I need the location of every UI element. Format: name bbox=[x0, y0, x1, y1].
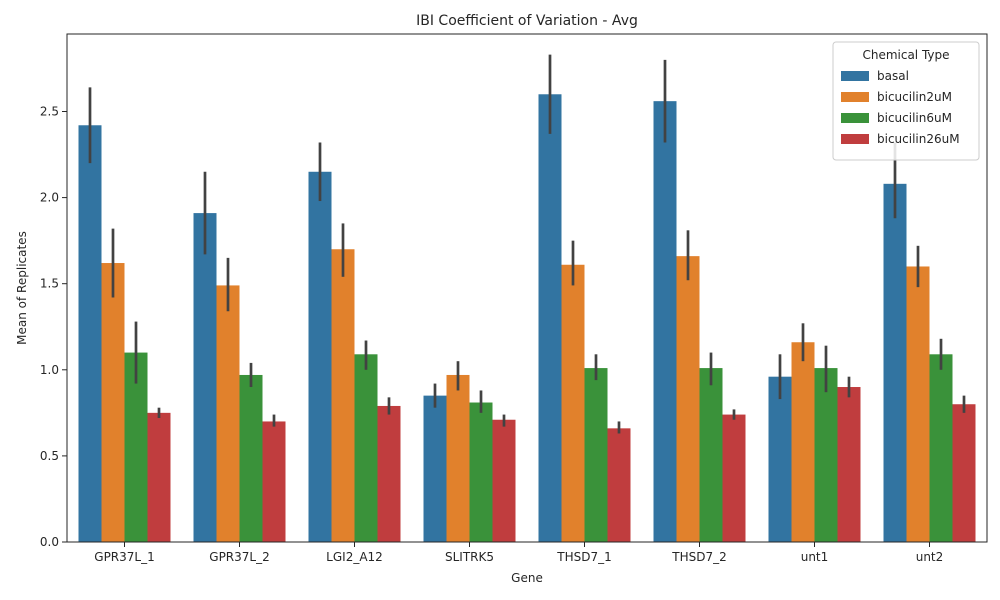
x-tick-label: GPR37L_2 bbox=[209, 550, 269, 564]
legend-title: Chemical Type bbox=[862, 48, 949, 62]
bar-basal-GPR37L_2 bbox=[193, 213, 217, 542]
legend-label-basal: basal bbox=[877, 69, 909, 83]
y-tick-label: 0.5 bbox=[40, 449, 59, 463]
bar-bicucilin6uM-LGI2_A12 bbox=[354, 354, 378, 542]
x-axis-label: Gene bbox=[511, 571, 543, 585]
bar-bicucilin26uM-unt1 bbox=[837, 387, 861, 542]
bar-bicucilin2uM-unt2 bbox=[906, 266, 930, 542]
bar-bicucilin2uM-GPR37L_2 bbox=[216, 285, 240, 542]
bar-bicucilin26uM-GPR37L_2 bbox=[262, 421, 286, 542]
legend-label-bicucilin26uM: bicucilin26uM bbox=[877, 132, 960, 146]
bar-bicucilin6uM-THSD7_1 bbox=[584, 368, 608, 542]
bar-basal-GPR37L_1 bbox=[78, 125, 102, 543]
bar-bicucilin2uM-THSD7_2 bbox=[676, 256, 700, 542]
bar-bicucilin2uM-GPR37L_1 bbox=[101, 263, 125, 542]
bar-bicucilin2uM-LGI2_A12 bbox=[331, 249, 355, 542]
bar-bicucilin6uM-GPR37L_2 bbox=[239, 374, 263, 542]
bar-bicucilin6uM-unt2 bbox=[929, 354, 953, 542]
bar-bicucilin26uM-THSD7_2 bbox=[722, 414, 746, 542]
axes-frame bbox=[66, 33, 988, 543]
bar-bicucilin26uM-THSD7_1 bbox=[607, 428, 631, 542]
legend-swatch-bicucilin6uM bbox=[841, 113, 869, 123]
bar-bicucilin6uM-unt1 bbox=[814, 368, 838, 542]
x-tick-label: THSD7_1 bbox=[556, 550, 611, 564]
legend-swatch-basal bbox=[841, 71, 869, 81]
y-axis-label: Mean of Replicates bbox=[15, 231, 29, 345]
y-tick-label: 2.5 bbox=[40, 104, 59, 118]
x-tick-label: SLITRK5 bbox=[445, 550, 494, 564]
x-tick-label: LGI2_A12 bbox=[326, 550, 383, 564]
legend-swatch-bicucilin2uM bbox=[841, 92, 869, 102]
bar-bicucilin26uM-SLITRK5 bbox=[492, 419, 516, 542]
bar-bicucilin26uM-GPR37L_1 bbox=[147, 412, 171, 542]
bar-bicucilin6uM-THSD7_2 bbox=[699, 368, 723, 542]
bar-bicucilin26uM-unt2 bbox=[952, 404, 976, 542]
chart-title: IBI Coefficient of Variation - Avg bbox=[416, 13, 638, 29]
bar-basal-unt1 bbox=[768, 376, 792, 542]
y-tick-label: 2.0 bbox=[40, 191, 59, 205]
y-tick-label: 0.0 bbox=[40, 535, 59, 549]
x-tick-label: THSD7_2 bbox=[671, 550, 726, 564]
bar-basal-unt2 bbox=[883, 183, 907, 542]
bar-bicucilin2uM-SLITRK5 bbox=[446, 374, 470, 542]
x-tick-label: unt1 bbox=[801, 550, 829, 564]
bar-bicucilin6uM-SLITRK5 bbox=[469, 402, 493, 542]
y-tick-label: 1.0 bbox=[40, 363, 59, 377]
x-tick-label: unt2 bbox=[916, 550, 944, 564]
legend: Chemical Type basal bicucilin2uM bicucilin6… bbox=[832, 41, 980, 161]
bar-bicucilin2uM-unt1 bbox=[791, 342, 815, 542]
bar-basal-THSD7_2 bbox=[653, 101, 677, 542]
plot-area: 0.0 0.5 1.0 1.5 2.0 2.5 GPR37L_1 GPR37L_2 LGI2_A… bbox=[40, 33, 988, 564]
legend-label-bicucilin6uM: bicucilin6uM bbox=[877, 111, 952, 125]
bar-basal-SLITRK5 bbox=[423, 395, 447, 542]
x-tick-label: GPR37L_1 bbox=[94, 550, 154, 564]
y-tick-label: 1.5 bbox=[40, 277, 59, 291]
legend-box bbox=[832, 41, 980, 161]
bar-basal-THSD7_1 bbox=[538, 94, 562, 543]
bar-bicucilin2uM-THSD7_1 bbox=[561, 264, 585, 542]
bar-bicucilin6uM-GPR37L_1 bbox=[124, 352, 148, 542]
bar-basal-LGI2_A12 bbox=[308, 171, 332, 543]
legend-swatch-bicucilin26uM bbox=[841, 134, 869, 144]
legend-label-bicucilin2uM: bicucilin2uM bbox=[877, 90, 952, 104]
bar-bicucilin26uM-LGI2_A12 bbox=[377, 405, 401, 542]
